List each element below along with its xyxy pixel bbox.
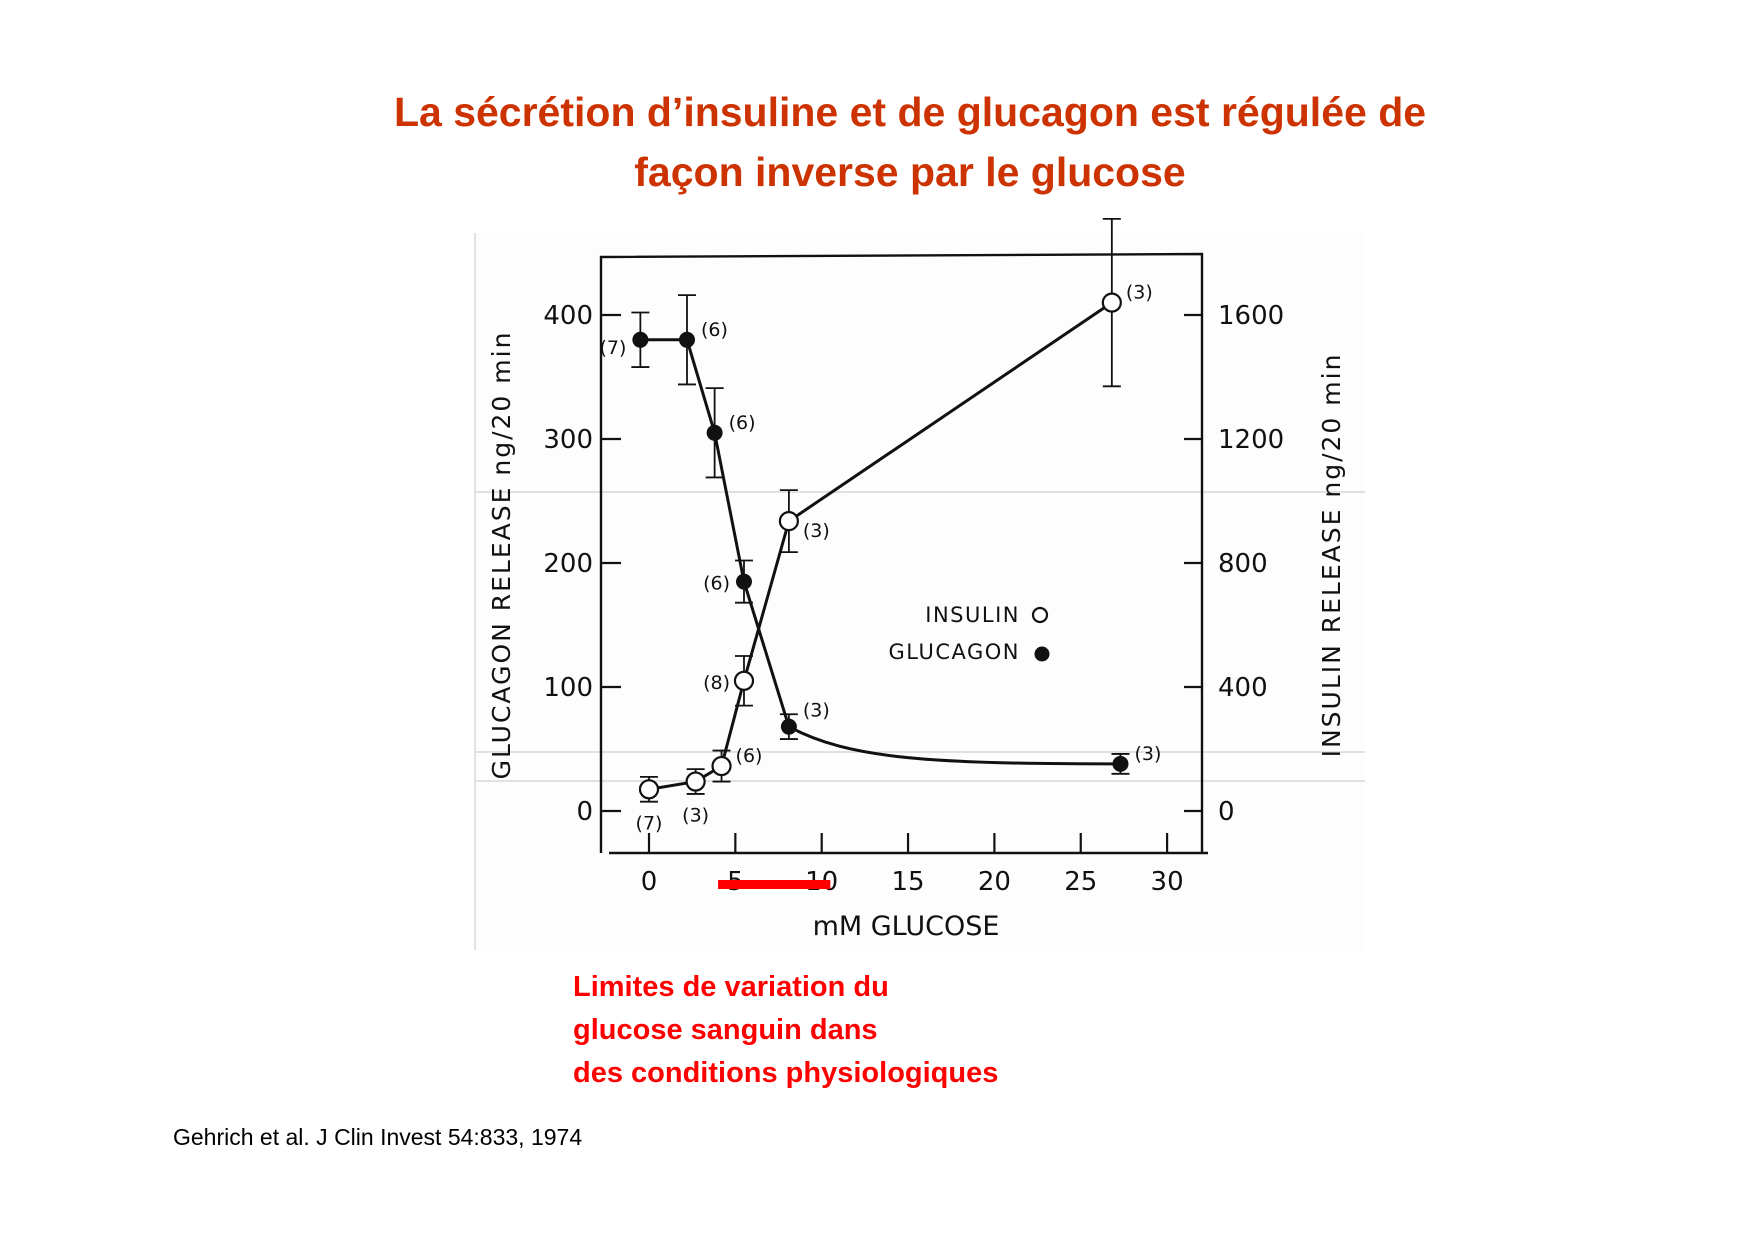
filled-circle-icon — [780, 718, 797, 735]
glucagon-data-point: (3) — [779, 700, 830, 740]
x-tick-label: 0 — [641, 867, 658, 897]
insulin-data-point: (6) — [711, 745, 763, 783]
sample-size-label: (8) — [703, 672, 730, 694]
plot-border — [599, 252, 1204, 853]
sample-size-label: (3) — [1134, 743, 1161, 765]
open-circle-icon — [1101, 292, 1122, 313]
insulin-data-point: (7) — [636, 776, 663, 834]
x-tick-label: 15 — [892, 867, 925, 897]
sample-size-label: (3) — [803, 700, 830, 722]
y-right-tick-label: 400 — [1218, 673, 1268, 703]
axis-ticks — [601, 313, 1202, 853]
sample-size-label: (7) — [636, 812, 663, 834]
filled-circle-icon — [632, 331, 649, 348]
glucagon-data-point: (6) — [677, 294, 728, 386]
open-circle-icon — [733, 670, 755, 691]
open-circle-icon — [638, 779, 660, 800]
scan-background — [475, 233, 1365, 950]
filled-circle-icon — [735, 573, 752, 590]
glucagon-data-point: (6) — [703, 559, 753, 604]
y-left-tick-label: 0 — [576, 797, 593, 827]
y-left-tick-label: 300 — [543, 425, 593, 455]
data-series: (7) (6) (6) (6) (3) (3) (7) (3) (6) (8) (3) (3) — [599, 217, 1161, 834]
filled-circle-icon — [1112, 755, 1129, 772]
y-left-tick-label: 200 — [543, 549, 593, 579]
sample-size-label: (6) — [736, 745, 763, 767]
note-line-3: des conditions physiologiques — [573, 1057, 999, 1089]
slide-title: La sécrétion d’insuline et de glucagon e… — [0, 82, 1754, 202]
open-circle-icon — [685, 771, 706, 792]
physiological-range-bar — [718, 880, 831, 889]
citation: Gehrich et al. J Clin Invest 54:833, 197… — [173, 1124, 583, 1150]
open-circle-icon — [778, 511, 799, 532]
y-right-tick-label: 1600 — [1218, 301, 1284, 331]
legend: INSULIN GLUCAGON — [889, 603, 1050, 664]
filled-circle-icon — [706, 424, 723, 441]
sample-size-label: (3) — [803, 520, 830, 542]
y-right-tick-label: 1200 — [1218, 425, 1284, 455]
x-tick-label: 25 — [1064, 867, 1097, 897]
open-circle-icon — [711, 755, 732, 777]
x-tick-label: 30 — [1151, 867, 1184, 897]
slide-title-line-1: La sécrétion d’insuline et de glucagon e… — [393, 89, 1427, 135]
sample-size-label: (3) — [1126, 282, 1153, 304]
insulin-data-point: (3) — [682, 768, 709, 827]
sample-size-label: (7) — [599, 337, 626, 359]
insulin-data-point: (8) — [703, 655, 755, 707]
insulin-data-point: (3) — [778, 489, 830, 554]
y-left-tick-label: 100 — [543, 673, 593, 703]
y-right-tick-label: 0 — [1218, 797, 1235, 827]
filled-circle-icon — [1034, 646, 1050, 662]
y-right-tick-label: 800 — [1218, 549, 1268, 579]
x-axis-label: mM GLUCOSE — [813, 911, 1000, 942]
glucagon-data-point: (6) — [705, 387, 756, 479]
legend-insulin-label: INSULIN — [925, 603, 1020, 627]
legend-glucagon-label: GLUCAGON — [889, 640, 1020, 664]
slide-title-line-2: façon inverse par le glucose — [634, 149, 1186, 195]
axis-tick-labels: 0510152025300100200300400040080012001600 — [543, 301, 1284, 897]
sample-size-label: (6) — [703, 573, 730, 595]
glucagon-data-point: (7) — [599, 311, 650, 368]
sample-size-label: (6) — [701, 319, 728, 341]
y-left-tick-label: 400 — [543, 301, 593, 331]
note-line-1: Limites de variation du — [573, 971, 889, 1003]
sample-size-label: (3) — [682, 805, 709, 827]
insulin-data-point: (3) — [1101, 217, 1153, 388]
filled-circle-icon — [678, 331, 695, 348]
y-axis-left-label: GLUCAGON RELEASE ng/20 min — [487, 331, 516, 780]
note-line-2: glucose sanguin dans — [573, 1014, 878, 1046]
x-tick-label: 20 — [978, 867, 1011, 897]
y-axis-right-label: INSULIN RELEASE ng/20 min — [1317, 353, 1346, 758]
open-circle-icon — [1031, 606, 1049, 624]
physiological-range-note: Limites de variation du glucose sanguin … — [573, 966, 998, 1095]
sample-size-label: (6) — [729, 412, 756, 434]
glucagon-data-point: (3) — [1111, 743, 1161, 775]
